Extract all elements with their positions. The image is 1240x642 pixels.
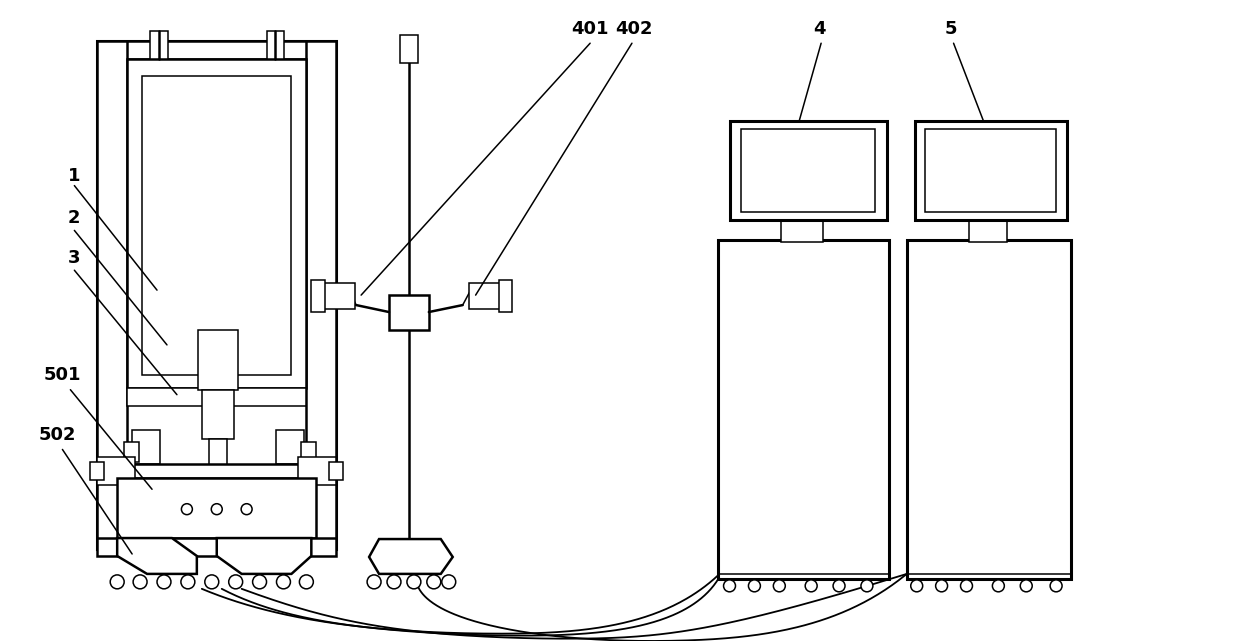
Bar xyxy=(742,129,875,213)
Bar xyxy=(970,218,1007,242)
Text: 4: 4 xyxy=(813,21,826,39)
Circle shape xyxy=(299,575,314,589)
Circle shape xyxy=(936,580,947,592)
Circle shape xyxy=(205,575,218,589)
Bar xyxy=(97,41,336,549)
Circle shape xyxy=(228,575,243,589)
Bar xyxy=(97,41,128,549)
Bar xyxy=(306,41,336,549)
Bar xyxy=(330,462,343,480)
Bar xyxy=(143,76,291,375)
Bar xyxy=(389,295,429,330)
Bar xyxy=(97,464,336,478)
Circle shape xyxy=(277,575,290,589)
Bar xyxy=(915,121,1068,220)
Bar xyxy=(299,457,336,485)
Bar xyxy=(925,129,1056,213)
Text: 2: 2 xyxy=(68,209,81,227)
Circle shape xyxy=(992,580,1004,592)
Circle shape xyxy=(387,575,401,589)
Bar xyxy=(469,283,501,309)
Bar xyxy=(311,280,325,312)
Circle shape xyxy=(157,575,171,589)
Bar xyxy=(124,442,139,462)
Circle shape xyxy=(805,580,817,592)
Bar xyxy=(198,330,238,390)
Circle shape xyxy=(211,504,222,515)
Bar xyxy=(205,474,231,496)
Bar xyxy=(202,390,233,440)
Polygon shape xyxy=(370,539,453,574)
Circle shape xyxy=(774,580,785,592)
Circle shape xyxy=(961,580,972,592)
Circle shape xyxy=(833,580,844,592)
Bar xyxy=(718,240,889,579)
Bar xyxy=(97,538,336,556)
Bar xyxy=(781,218,823,242)
Polygon shape xyxy=(118,538,197,574)
Circle shape xyxy=(861,580,873,592)
Bar xyxy=(208,440,227,474)
Bar xyxy=(301,442,316,462)
Circle shape xyxy=(253,575,267,589)
Bar xyxy=(267,31,284,59)
Circle shape xyxy=(407,575,420,589)
Text: 5: 5 xyxy=(945,21,957,39)
Circle shape xyxy=(181,575,195,589)
Text: 501: 501 xyxy=(43,366,81,384)
Circle shape xyxy=(133,575,148,589)
Circle shape xyxy=(749,580,760,592)
Text: 502: 502 xyxy=(38,426,76,444)
Polygon shape xyxy=(217,538,311,574)
Circle shape xyxy=(110,575,124,589)
Bar xyxy=(150,31,167,59)
Circle shape xyxy=(241,504,252,515)
Circle shape xyxy=(181,504,192,515)
Bar xyxy=(128,388,306,406)
Circle shape xyxy=(427,575,440,589)
Bar xyxy=(906,240,1071,579)
Bar xyxy=(401,35,418,63)
Bar xyxy=(91,462,104,480)
Bar xyxy=(118,478,316,538)
Bar xyxy=(128,59,306,388)
Text: 401: 401 xyxy=(572,21,609,39)
Circle shape xyxy=(1050,580,1063,592)
Circle shape xyxy=(724,580,735,592)
Text: 402: 402 xyxy=(615,21,652,39)
Circle shape xyxy=(910,580,923,592)
Text: 1: 1 xyxy=(68,167,81,185)
Bar xyxy=(324,283,355,309)
Circle shape xyxy=(441,575,456,589)
Circle shape xyxy=(367,575,381,589)
Bar xyxy=(133,429,160,464)
Bar xyxy=(277,429,304,464)
Bar xyxy=(729,121,887,220)
Bar xyxy=(97,41,336,59)
Text: 3: 3 xyxy=(68,249,81,267)
Bar xyxy=(97,457,135,485)
Bar xyxy=(498,280,512,312)
Circle shape xyxy=(1021,580,1032,592)
